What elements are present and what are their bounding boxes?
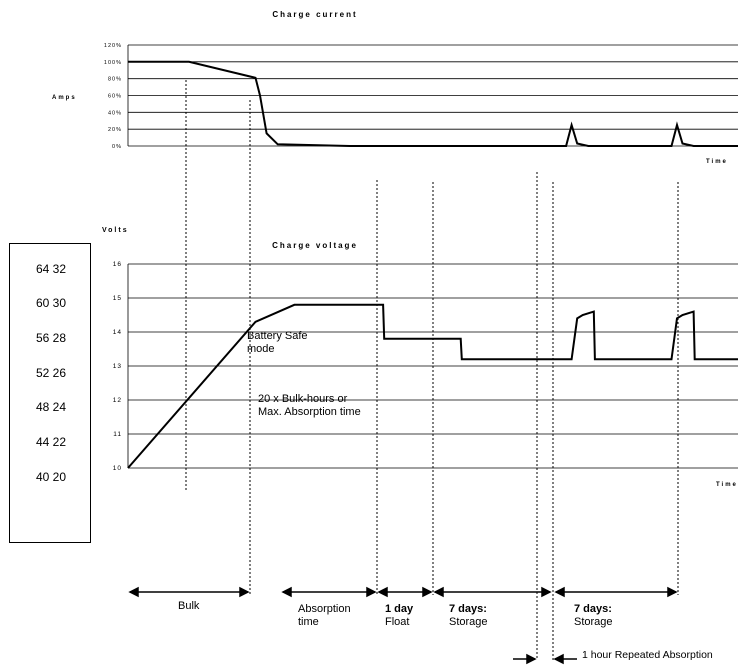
volt-scale-box: 64 32 60 30 56 28 52 26 48 24 44 22 40 2… (9, 243, 91, 543)
y-tick-label: 0% (112, 144, 122, 150)
absorption-arrow-head-right (366, 586, 377, 598)
volt-scale-row: 40 20 (35, 470, 67, 484)
storage2-line2: Storage (574, 616, 613, 628)
repeat-arrow-right-head (553, 653, 564, 665)
storage1-line2: Storage (449, 616, 488, 628)
voltage-ylabel: Volts (102, 227, 129, 234)
y-tick-label: 15 (113, 295, 122, 302)
y-tick-label: 20% (108, 127, 122, 133)
battery-safe-line2: mode (247, 343, 275, 355)
phase-dividers (185, 80, 679, 660)
bulk-hours-line1: 20 x Bulk-hours or (258, 393, 348, 405)
current-xlabel: Time (706, 159, 728, 165)
bulk-hours-line2: Max. Absorption time (258, 406, 361, 418)
storage1-arrow-head-right (541, 586, 552, 598)
current-series-line (128, 60, 738, 147)
phase-absorption-label: Absorption time (298, 603, 351, 629)
volt-scale-row: 48 24 (35, 400, 67, 414)
volt-scale-row: 56 28 (35, 331, 67, 345)
battery-safe-annotation: Battery Safe mode (247, 330, 308, 356)
y-tick-label: 100% (104, 60, 122, 66)
bulk-arrow-head-right (239, 586, 250, 598)
volt-scale-row: 60 30 (35, 296, 67, 310)
phase-float-label: 1 day Float (385, 603, 413, 629)
storage2-line1: 7 days: (574, 603, 612, 615)
y-tick-label: 11 (113, 431, 122, 438)
bulk-arrow-head-left (128, 586, 139, 598)
y-tick-label: 16 (113, 261, 122, 268)
volt-scale-row: 44 22 (35, 435, 67, 449)
y-tick-label: 10 (113, 465, 122, 472)
voltage-yticks: 16 15 14 13 12 11 10 (113, 261, 122, 472)
absorption-arrow-head-left (281, 586, 292, 598)
y-tick-label: 13 (113, 363, 122, 370)
y-tick-label: 40% (108, 110, 122, 116)
voltage-series-line (127, 303, 738, 469)
volt-scale-row: 64 32 (35, 262, 67, 276)
phase-storage2-label: 7 days: Storage (574, 603, 613, 629)
absorption-line1: Absorption (298, 603, 351, 615)
y-tick-label: 14 (113, 329, 122, 336)
phase-bulk-label: Bulk (178, 600, 200, 612)
float-line1: 1 day (385, 603, 414, 615)
phase-arrows (128, 586, 678, 665)
volt-scale-row: 52 26 (35, 366, 67, 380)
float-line2: Float (385, 616, 410, 628)
repeated-absorption-label: 1 hour Repeated Absorption (582, 649, 713, 661)
voltage-xlabel: Time (716, 482, 738, 488)
battery-safe-line1: Battery Safe (247, 330, 308, 342)
current-yticks: 120% 100% 80% 60% 40% 20% 0% (104, 43, 122, 150)
voltage-chart-title: Charge voltage (272, 241, 358, 250)
current-chart-title: Charge current (272, 10, 357, 19)
storage1-arrow-head-left (433, 586, 444, 598)
repeat-arrow-left-head (526, 653, 537, 665)
y-tick-label: 12 (113, 397, 122, 404)
storage2-arrow-head-left (554, 586, 565, 598)
phase-storage1-label: 7 days: Storage (449, 603, 488, 629)
current-grid (127, 44, 738, 147)
float-arrow-head-left (377, 586, 388, 598)
float-arrow-head-right (422, 586, 433, 598)
bulk-hours-annotation: 20 x Bulk-hours or Max. Absorption time (258, 393, 361, 419)
current-ylabel: Amps (52, 95, 77, 101)
y-tick-label: 60% (108, 94, 122, 100)
absorption-line2: time (298, 616, 319, 628)
storage2-arrow-head-right (667, 586, 678, 598)
y-tick-label: 120% (104, 43, 122, 49)
storage1-line1: 7 days: (449, 603, 487, 615)
y-tick-label: 80% (108, 77, 122, 83)
